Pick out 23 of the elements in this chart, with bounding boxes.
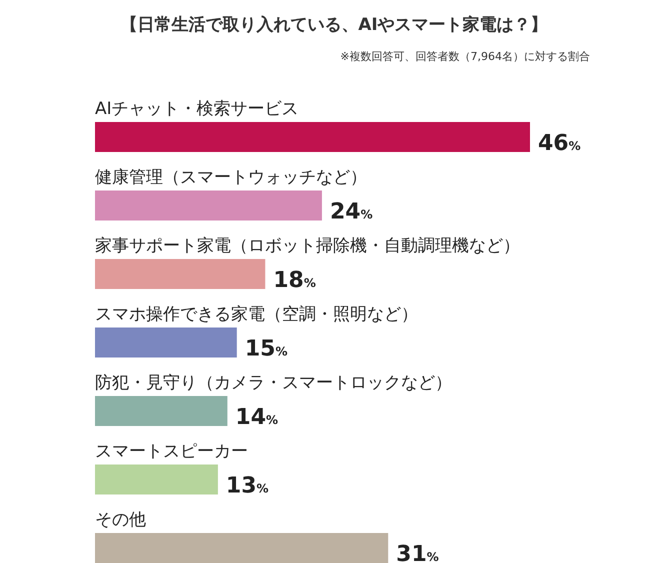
y-tick-label: 防犯・見守り（カメラ・スマートロックなど）	[95, 373, 452, 393]
bar	[95, 190, 322, 220]
bar	[95, 464, 218, 494]
chart-subtitle: ※複数回答可、回答者数（7,964名）に対する割合	[340, 50, 590, 63]
bar	[95, 328, 237, 358]
chart-title: 【日常生活で取り入れている、AIやスマート家電は？】	[120, 15, 548, 35]
data-label: 18%	[273, 268, 316, 293]
y-tick-label: 健康管理（スマートウォッチなど）	[95, 168, 367, 188]
data-label: 14%	[235, 405, 278, 430]
y-tick-label: 家事サポート家電（ロボット掃除機・自動調理機など）	[95, 236, 520, 256]
bar	[95, 122, 530, 152]
y-tick-label: その他	[95, 510, 146, 530]
data-label: 24%	[330, 200, 373, 224]
data-label: 15%	[244, 336, 288, 362]
data-label: 31%	[396, 542, 439, 563]
y-tick-label: スマートスピーカー	[95, 442, 248, 462]
data-label: 46%	[538, 131, 581, 156]
bar	[95, 533, 388, 563]
data-label: 13%	[226, 474, 269, 498]
y-tick-label: スマホ操作できる家電（空調・照明など）	[95, 304, 418, 324]
bar	[95, 259, 266, 289]
bar	[95, 396, 228, 426]
y-tick-label: AIチャット・検索サービス	[95, 99, 299, 119]
